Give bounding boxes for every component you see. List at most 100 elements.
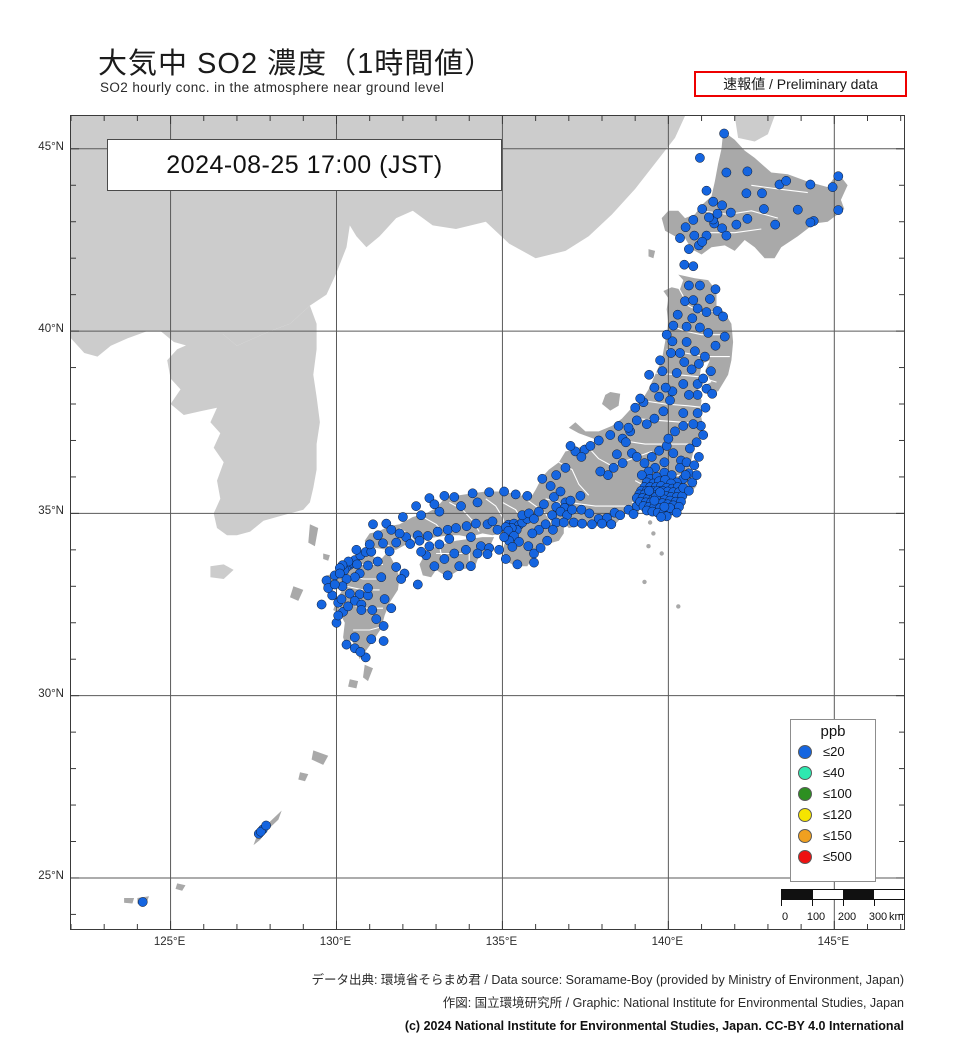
station-point[interactable] xyxy=(412,579,423,590)
station-point[interactable] xyxy=(565,495,576,506)
station-point[interactable] xyxy=(705,294,715,304)
station-point[interactable] xyxy=(336,594,347,604)
legend-row[interactable]: ≤20 xyxy=(791,741,875,762)
station-point[interactable] xyxy=(655,487,665,498)
station-point[interactable] xyxy=(649,495,660,506)
station-point[interactable] xyxy=(661,329,672,340)
station-point[interactable] xyxy=(539,499,549,510)
station-point[interactable] xyxy=(689,230,700,241)
station-point[interactable] xyxy=(366,634,377,645)
station-point[interactable] xyxy=(654,391,664,402)
station-point[interactable] xyxy=(378,538,388,549)
station-point[interactable] xyxy=(372,556,383,567)
station-point[interactable] xyxy=(639,458,650,468)
station-point[interactable] xyxy=(689,460,700,471)
station-point[interactable] xyxy=(781,176,792,186)
station-point[interactable] xyxy=(718,311,728,322)
station-point[interactable] xyxy=(593,435,604,446)
station-point[interactable] xyxy=(344,588,355,599)
station-point[interactable] xyxy=(706,366,716,377)
station-point[interactable] xyxy=(384,546,395,557)
station-point[interactable] xyxy=(376,572,387,583)
station-point[interactable] xyxy=(690,346,700,357)
station-point[interactable] xyxy=(371,614,382,624)
legend-row[interactable]: ≤120 xyxy=(791,804,875,825)
station-point[interactable] xyxy=(316,599,327,610)
station-point[interactable] xyxy=(442,570,453,581)
station-point[interactable] xyxy=(684,244,694,254)
station-point[interactable] xyxy=(678,421,689,431)
station-point[interactable] xyxy=(466,532,476,542)
station-point[interactable] xyxy=(681,321,692,332)
station-point[interactable] xyxy=(494,544,504,555)
station-point[interactable] xyxy=(759,204,769,214)
legend-row[interactable]: ≤150 xyxy=(791,825,875,846)
station-point[interactable] xyxy=(659,457,670,468)
station-point[interactable] xyxy=(719,128,729,139)
station-point[interactable] xyxy=(680,222,691,233)
station-point[interactable] xyxy=(394,528,405,539)
station-point[interactable] xyxy=(700,351,710,362)
station-point[interactable] xyxy=(621,437,631,448)
station-point[interactable] xyxy=(606,519,617,530)
station-point[interactable] xyxy=(679,259,690,270)
station-point[interactable] xyxy=(719,331,730,342)
station-point[interactable] xyxy=(439,554,450,564)
station-point[interactable] xyxy=(630,402,641,413)
station-point[interactable] xyxy=(449,548,460,559)
station-point[interactable] xyxy=(684,485,694,496)
station-point[interactable] xyxy=(439,491,450,501)
station-point[interactable] xyxy=(454,561,465,572)
station-point[interactable] xyxy=(434,539,445,550)
station-point[interactable] xyxy=(684,390,694,400)
station-point[interactable] xyxy=(472,548,483,559)
station-point[interactable] xyxy=(482,549,493,560)
station-point[interactable] xyxy=(542,535,553,546)
station-point[interactable] xyxy=(792,204,803,215)
station-point[interactable] xyxy=(355,647,366,657)
station-point[interactable] xyxy=(352,559,362,570)
station-point[interactable] xyxy=(424,541,435,552)
station-point[interactable] xyxy=(644,369,654,380)
station-point[interactable] xyxy=(703,328,714,338)
station-point[interactable] xyxy=(522,491,533,501)
station-point[interactable] xyxy=(568,517,579,528)
station-point[interactable] xyxy=(685,443,695,454)
station-point[interactable] xyxy=(414,535,425,546)
station-point[interactable] xyxy=(668,448,679,459)
legend-row[interactable]: ≤100 xyxy=(791,783,875,804)
station-point[interactable] xyxy=(670,426,680,437)
station-point[interactable] xyxy=(692,408,703,418)
station-point[interactable] xyxy=(688,215,699,225)
station-point[interactable] xyxy=(707,388,718,399)
station-point[interactable] xyxy=(386,524,397,535)
station-point[interactable] xyxy=(692,390,703,400)
station-point[interactable] xyxy=(636,470,647,480)
station-point[interactable] xyxy=(688,419,699,429)
station-point[interactable] xyxy=(680,296,690,307)
station-point[interactable] xyxy=(741,188,752,199)
station-point[interactable] xyxy=(725,207,736,218)
station-point[interactable] xyxy=(644,485,654,496)
station-point[interactable] xyxy=(675,233,685,243)
station-point[interactable] xyxy=(507,542,518,552)
station-point[interactable] xyxy=(649,382,660,393)
station-point[interactable] xyxy=(576,504,587,515)
station-point[interactable] xyxy=(587,519,597,530)
station-point[interactable] xyxy=(660,382,671,393)
station-point[interactable] xyxy=(461,521,472,531)
station-point[interactable] xyxy=(668,320,679,331)
station-point[interactable] xyxy=(710,340,721,351)
station-point[interactable] xyxy=(487,516,498,527)
station-point[interactable] xyxy=(805,179,816,190)
station-point[interactable] xyxy=(529,557,539,568)
station-point[interactable] xyxy=(665,395,675,406)
station-point[interactable] xyxy=(655,355,665,366)
station-point[interactable] xyxy=(472,497,483,508)
station-point[interactable] xyxy=(405,539,416,549)
station-point[interactable] xyxy=(391,537,402,548)
station-point[interactable] xyxy=(422,531,433,541)
station-point[interactable] xyxy=(434,506,445,517)
station-point[interactable] xyxy=(456,501,466,511)
station-point[interactable] xyxy=(731,219,742,230)
